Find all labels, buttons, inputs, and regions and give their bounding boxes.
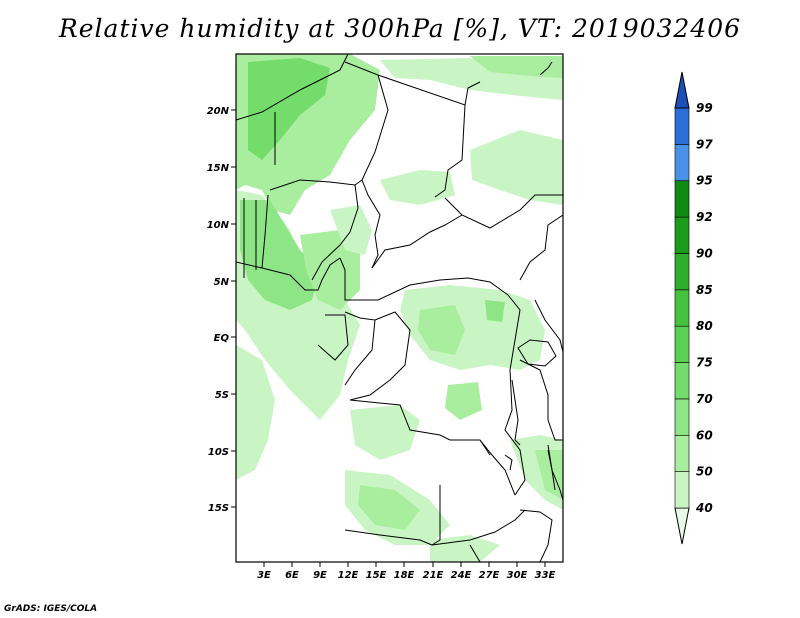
lat-label: 5S <box>215 390 229 401</box>
border-chad-sudan <box>361 179 381 269</box>
humidity-field <box>236 54 563 562</box>
colorbar-segment <box>674 398 690 436</box>
border-niger-chad <box>344 61 389 181</box>
border-benin <box>261 194 269 269</box>
lat-label: 5N <box>214 277 230 288</box>
border-south <box>469 544 481 562</box>
lat-label: 10N <box>207 220 230 231</box>
colorbar-segment <box>674 107 690 145</box>
border-zambia-north <box>479 439 516 496</box>
colorbar-segment <box>674 325 690 363</box>
coast-gulf-of-guinea <box>236 257 341 291</box>
lon-label: 24E <box>451 570 472 581</box>
border-zambia-south <box>431 509 526 546</box>
lat-label: 20N <box>207 106 230 117</box>
rh-region-angola-core <box>358 485 420 530</box>
colorbar-segment <box>674 362 690 400</box>
border-uganda-kenya <box>534 299 563 353</box>
colorbar-label: 60 <box>696 428 713 442</box>
border-nigeria-east <box>311 184 359 281</box>
border-car-north <box>371 214 463 269</box>
border-mozambique <box>519 509 553 562</box>
border-nigeria-niger <box>269 179 363 191</box>
border-car-south <box>377 277 509 301</box>
rh-region-south-central <box>350 405 420 460</box>
border-east-africa <box>519 214 563 281</box>
border-cameroon <box>339 257 378 301</box>
lon-label: 12E <box>338 570 359 581</box>
country-borders <box>236 54 563 562</box>
lat-label: EQ <box>214 333 230 344</box>
rh-region-coast-core <box>240 200 320 310</box>
chart-title: Relative humidity at 300hPa [%], VT: 201… <box>58 14 742 43</box>
lake-victoria <box>517 339 557 367</box>
lat-axis: 20N 15N 10N 5N EQ 5S 10S 15S <box>207 106 236 514</box>
colorbar-upper-triangle <box>674 71 690 109</box>
rh-region-south-central-core <box>445 382 482 420</box>
colorbar-label: 92 <box>696 210 713 224</box>
rh-region-southwest-edge <box>236 345 275 480</box>
rh-region-congo-core <box>418 305 465 355</box>
map-frame <box>235 53 564 563</box>
red-sea-coast <box>539 61 553 76</box>
border-gabon <box>317 314 349 361</box>
colorbar-label: 85 <box>696 283 713 297</box>
colorbar-label: 90 <box>696 246 713 260</box>
rh-region-northeast-east <box>470 130 563 205</box>
border-libya-sudan <box>377 74 481 106</box>
lake-malawi <box>547 449 556 491</box>
rh-region-congo-east <box>485 300 505 322</box>
border-egypt-sudan <box>434 104 466 198</box>
colorbar-segment <box>674 180 690 218</box>
border-congo <box>344 311 376 386</box>
colorbar-segment <box>674 434 690 472</box>
lat-label: 15N <box>207 163 230 174</box>
colorbar-label: 50 <box>696 465 713 479</box>
colorbar-label: 80 <box>696 319 713 333</box>
colorbar-label: 75 <box>696 356 713 370</box>
rh-region-southern-band <box>430 535 500 562</box>
border-drc-east <box>504 294 526 496</box>
colorbar-label: 40 <box>695 501 713 515</box>
colorbar-segment <box>674 471 690 509</box>
rh-region-northwest-inner <box>248 58 330 160</box>
rh-region-sahel <box>380 170 455 205</box>
border-sudan-ssudan <box>444 194 563 229</box>
lon-label: 30E <box>507 570 528 581</box>
border-sahara-north <box>236 54 349 121</box>
lon-label: 21E <box>423 570 444 581</box>
border-tanzania <box>519 359 563 441</box>
credit-text: GrADS: IGES/COLA <box>4 604 98 614</box>
border-drc-west <box>349 311 411 401</box>
colorbar-label: 97 <box>696 137 713 151</box>
lon-label: 6E <box>285 570 299 581</box>
lake-tanganyika <box>511 379 521 446</box>
colorbar-label: 99 <box>696 101 713 115</box>
colorbar: 40 50 60 70 75 80 85 90 92 95 97 99 <box>674 71 713 545</box>
lat-label: 15S <box>208 503 229 514</box>
lat-label: 10S <box>208 447 229 458</box>
colorbar-lower-triangle <box>674 507 690 545</box>
border-angola-zambia <box>431 485 441 546</box>
lon-label: 27E <box>479 570 500 581</box>
lon-label: 33E <box>535 570 556 581</box>
colorbar-segment <box>674 253 690 291</box>
rh-region-southeast-core <box>535 450 563 500</box>
colorbar-label: 70 <box>696 392 713 406</box>
colorbar-label: 95 <box>696 174 713 188</box>
lon-label: 18E <box>394 570 415 581</box>
border-angola-namibia <box>344 529 433 546</box>
colorbar-segment <box>674 144 690 182</box>
lon-label: 3E <box>257 570 271 581</box>
lon-label: 15E <box>366 570 387 581</box>
lon-axis: 3E 6E 9E 12E 15E 18E 21E 24E 27E 30E 33E <box>257 562 556 581</box>
rh-region-northeast <box>470 56 563 78</box>
colorbar-segment <box>674 216 690 254</box>
colorbar-segment <box>674 289 690 327</box>
lake-mweru <box>504 454 513 471</box>
lon-label: 9E <box>313 570 327 581</box>
